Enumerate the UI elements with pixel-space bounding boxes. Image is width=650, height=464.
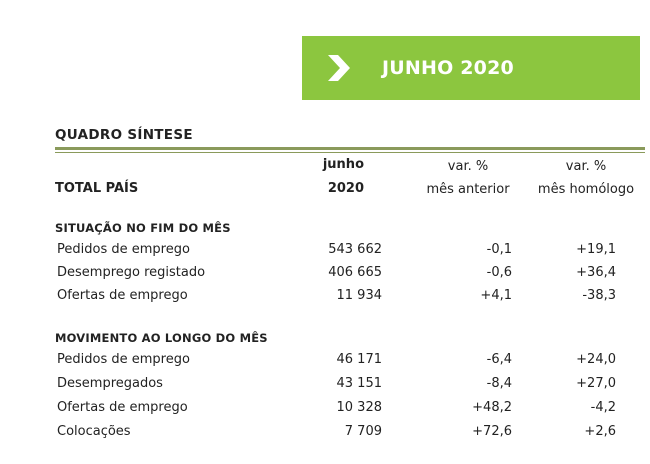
row-var-month: -8,4 xyxy=(486,376,512,391)
divider-thin xyxy=(55,152,645,153)
table-row: Ofertas de emprego 11 934 +4,1 -38,3 xyxy=(0,288,650,310)
row-label: Pedidos de emprego xyxy=(57,242,190,257)
row-value: 543 662 xyxy=(328,242,382,257)
row-value: 11 934 xyxy=(336,288,383,303)
row-var-month: -0,1 xyxy=(486,242,512,257)
col1-header-line2: 2020 xyxy=(327,181,364,196)
row-var-month: +48,2 xyxy=(472,400,512,415)
row-var-year: +36,4 xyxy=(576,265,616,280)
row-var-month: -6,4 xyxy=(486,352,512,367)
section-title: QUADRO SÍNTESE xyxy=(55,127,193,143)
row-label: Ofertas de emprego xyxy=(57,288,188,303)
row-label: Colocações xyxy=(57,424,131,439)
divider-thick xyxy=(55,147,645,150)
table-row: Desempregados 43 151 -8,4 +27,0 xyxy=(0,376,650,398)
table-row: Desemprego registado 406 665 -0,6 +36,4 xyxy=(0,265,650,287)
table-row: Ofertas de emprego 10 328 +48,2 -4,2 xyxy=(0,400,650,422)
row-var-month: +72,6 xyxy=(472,424,512,439)
row-label: Ofertas de emprego xyxy=(57,400,188,415)
row-value: 406 665 xyxy=(328,265,382,280)
row-label: Pedidos de emprego xyxy=(57,352,190,367)
col3-header-line1: var. % xyxy=(565,159,607,174)
row-label: Desempregados xyxy=(57,376,163,391)
row-var-year: -38,3 xyxy=(582,288,616,303)
row-value: 46 171 xyxy=(336,352,383,367)
table-row: Colocações 7 709 +72,6 +2,6 xyxy=(0,424,650,446)
month-banner: JUNHO 2020 xyxy=(302,36,640,100)
row-value: 43 151 xyxy=(336,376,383,391)
row-value: 7 709 xyxy=(344,424,382,439)
row-var-year: +19,1 xyxy=(576,242,616,257)
banner-title: JUNHO 2020 xyxy=(382,57,514,79)
col1-header-line1: junho xyxy=(322,157,364,172)
total-label: TOTAL PAÍS xyxy=(55,181,139,196)
row-var-month: -0,6 xyxy=(486,265,512,280)
row-var-year: +27,0 xyxy=(576,376,616,391)
row-value: 10 328 xyxy=(336,400,383,415)
row-var-year: -4,2 xyxy=(590,400,616,415)
col3-header-line2: mês homólogo xyxy=(537,182,635,197)
group-title-movimento: MOVIMENTO AO LONGO DO MÊS xyxy=(55,331,268,345)
table-row: Pedidos de emprego 543 662 -0,1 +19,1 xyxy=(0,242,650,264)
row-var-year: +24,0 xyxy=(576,352,616,367)
row-label: Desemprego registado xyxy=(57,265,206,280)
row-var-year: +2,6 xyxy=(584,424,616,439)
group-title-situacao: SITUAÇÃO NO FIM DO MÊS xyxy=(55,221,231,235)
col2-header-line1: var. % xyxy=(447,159,489,174)
row-var-month: +4,1 xyxy=(480,288,512,303)
table-row: Pedidos de emprego 46 171 -6,4 +24,0 xyxy=(0,352,650,374)
col2-header-line2: mês anterior xyxy=(426,182,510,197)
chevron-right-icon xyxy=(328,55,350,81)
